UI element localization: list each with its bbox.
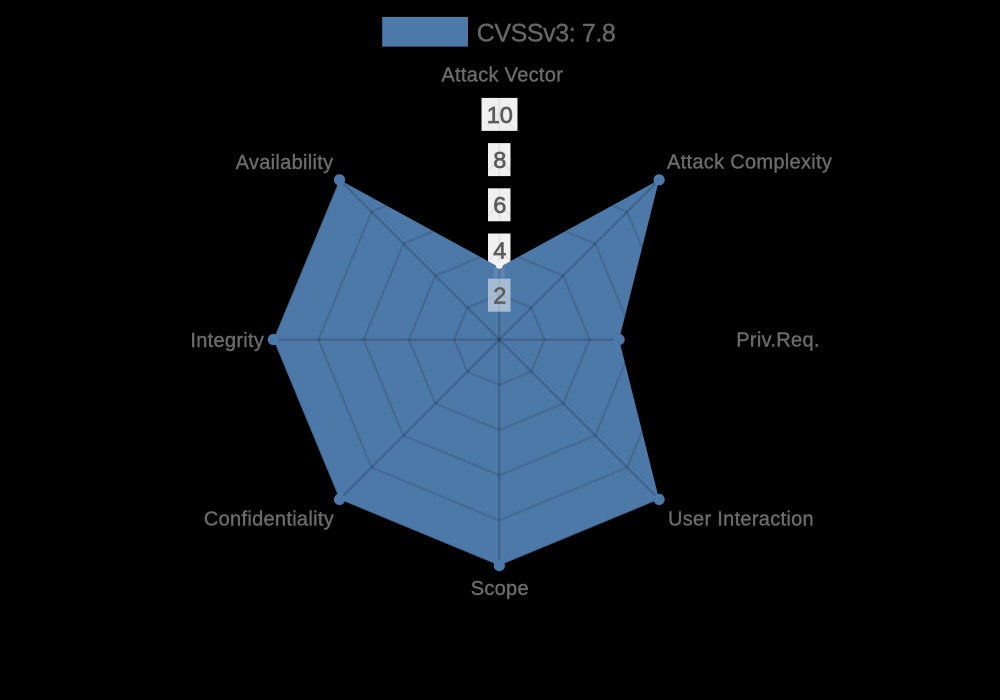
svg-text:Attack Vector: Attack Vector <box>441 65 563 87</box>
svg-text:Attack Complexity: Attack Complexity <box>667 152 832 174</box>
svg-text:Priv.Req.: Priv.Req. <box>736 330 819 352</box>
svg-text:Availability: Availability <box>236 152 334 174</box>
svg-text:2: 2 <box>493 283 506 309</box>
svg-text:6: 6 <box>493 192 506 218</box>
svg-text:User Interaction: User Interaction <box>668 508 814 530</box>
svg-text:Scope: Scope <box>471 578 529 600</box>
svg-text:10: 10 <box>487 102 513 128</box>
svg-text:4: 4 <box>493 237 506 263</box>
svg-text:Confidentiality: Confidentiality <box>204 509 334 531</box>
svg-text:Integrity: Integrity <box>190 330 264 352</box>
svg-text:CVSSv3: 7.8: CVSSv3: 7.8 <box>477 20 616 48</box>
svg-text:8: 8 <box>493 147 506 173</box>
